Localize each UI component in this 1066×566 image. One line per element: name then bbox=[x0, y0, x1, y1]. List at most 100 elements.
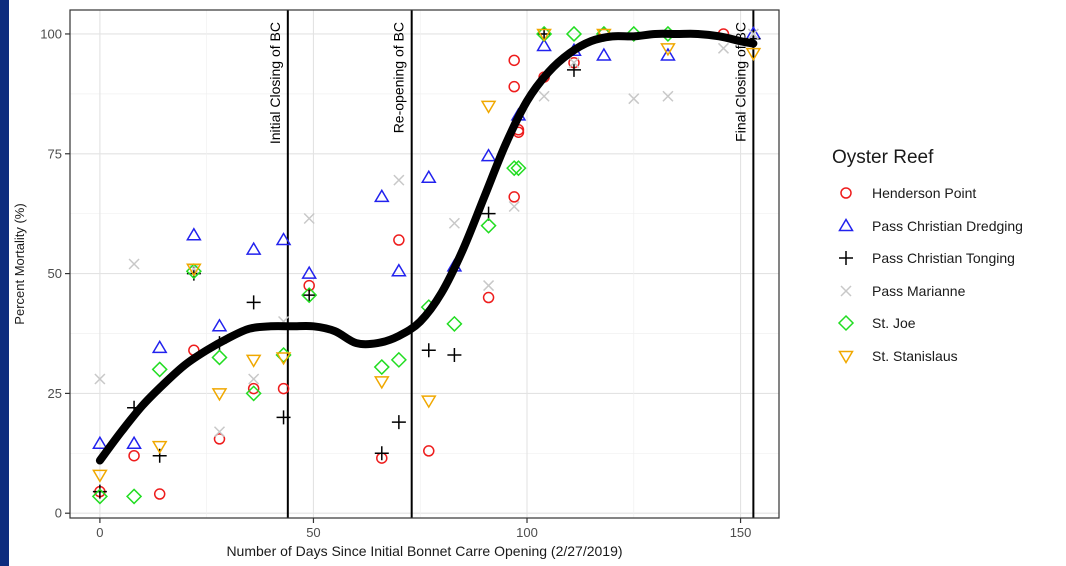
legend-marker bbox=[837, 315, 855, 332]
data-point bbox=[92, 469, 108, 483]
x-axis-label: Number of Days Since Initial Bonnet Carr… bbox=[226, 543, 622, 559]
data-point bbox=[211, 388, 228, 402]
data-point bbox=[186, 263, 202, 277]
y-tick-label: 100 bbox=[40, 26, 62, 41]
data-point bbox=[151, 440, 168, 455]
data-point bbox=[717, 42, 730, 54]
legend: Oyster Reef Henderson Point Pass Christia… bbox=[832, 147, 1062, 372]
smooth-curve bbox=[95, 29, 758, 465]
data-point bbox=[374, 446, 389, 461]
data-point bbox=[248, 373, 260, 385]
data-point bbox=[420, 169, 437, 183]
legend-key-circle-icon bbox=[840, 187, 852, 199]
data-point bbox=[508, 54, 520, 67]
data-point bbox=[303, 212, 315, 225]
data-point bbox=[126, 435, 142, 449]
legend-item: Pass Christian Dredging bbox=[832, 210, 1062, 243]
series-pass-marianne bbox=[94, 28, 759, 438]
data-point bbox=[128, 449, 140, 462]
data-point bbox=[538, 90, 550, 102]
data-point bbox=[508, 191, 520, 203]
data-point bbox=[247, 382, 260, 395]
data-point bbox=[483, 280, 495, 292]
legend-item: St. Joe bbox=[832, 307, 1062, 340]
data-point bbox=[420, 395, 437, 409]
plot-border bbox=[69, 9, 780, 519]
data-point bbox=[302, 288, 317, 303]
legend-label: Henderson Point bbox=[872, 185, 977, 202]
data-point bbox=[213, 426, 226, 438]
legend-label: Pass Christian Dredging bbox=[872, 217, 1023, 234]
data-point bbox=[660, 43, 676, 57]
data-point bbox=[126, 488, 143, 505]
data-point bbox=[423, 445, 435, 457]
data-point bbox=[211, 318, 228, 332]
x-tick-label: 150 bbox=[730, 525, 752, 540]
legend-label: Pass Marianne bbox=[872, 282, 966, 299]
left-accent-bar bbox=[0, 0, 9, 566]
data-point bbox=[275, 232, 292, 246]
data-point bbox=[510, 160, 527, 177]
data-point bbox=[745, 47, 762, 62]
reference-line-label: Final Closing of BC bbox=[732, 22, 748, 142]
y-tick-label: 0 bbox=[55, 506, 62, 521]
data-point bbox=[128, 258, 140, 270]
data-point bbox=[393, 174, 405, 186]
data-point bbox=[301, 287, 318, 304]
legend-item: Pass Marianne bbox=[832, 275, 1062, 308]
data-point bbox=[421, 343, 436, 358]
data-point bbox=[245, 385, 262, 402]
x-tick-label: 0 bbox=[96, 525, 103, 540]
data-point bbox=[508, 200, 520, 213]
data-point bbox=[153, 488, 166, 500]
plot-panel bbox=[70, 10, 779, 518]
data-point bbox=[660, 47, 676, 61]
data-point bbox=[246, 295, 261, 310]
x-tick-label: 50 bbox=[306, 525, 320, 540]
data-point bbox=[747, 28, 759, 40]
data-point bbox=[275, 352, 292, 366]
data-point bbox=[151, 361, 168, 378]
data-point bbox=[447, 348, 462, 363]
data-point bbox=[565, 25, 583, 43]
legend-key-triangle-down-icon bbox=[838, 350, 854, 364]
data-point bbox=[568, 57, 580, 69]
data-point bbox=[596, 47, 612, 61]
data-point bbox=[151, 339, 168, 354]
data-point bbox=[446, 315, 463, 332]
reference-line-label: Re-opening of BC bbox=[391, 22, 407, 133]
data-point bbox=[276, 410, 291, 425]
data-point bbox=[566, 62, 581, 77]
x-tick-label: 100 bbox=[516, 525, 538, 540]
legend-marker bbox=[838, 350, 854, 364]
data-point bbox=[480, 148, 497, 162]
data-point bbox=[480, 217, 497, 234]
data-point bbox=[536, 28, 552, 42]
legend-key-x-icon bbox=[840, 285, 852, 297]
data-point bbox=[373, 376, 390, 390]
data-point bbox=[188, 263, 200, 275]
data-point bbox=[186, 227, 202, 241]
data-point bbox=[391, 263, 407, 277]
data-point bbox=[301, 265, 317, 279]
data-point bbox=[390, 351, 407, 368]
data-point bbox=[373, 188, 390, 203]
legend-key-diamond-icon bbox=[837, 315, 855, 332]
data-point bbox=[94, 373, 106, 385]
data-point bbox=[92, 484, 107, 499]
data-point bbox=[373, 358, 390, 376]
data-point bbox=[482, 291, 495, 304]
data-point bbox=[245, 241, 262, 255]
y-tick-label: 75 bbox=[48, 146, 62, 161]
legend-key-plus-icon bbox=[839, 251, 853, 266]
legend-marker bbox=[840, 285, 852, 297]
data-point bbox=[211, 349, 228, 366]
y-tick-label: 50 bbox=[48, 266, 62, 281]
legend-marker bbox=[839, 251, 853, 266]
legend-key-triangle-up-icon bbox=[838, 217, 854, 231]
data-point bbox=[662, 90, 674, 102]
legend-label: St. Joe bbox=[872, 315, 916, 332]
data-point bbox=[506, 160, 523, 177]
data-point bbox=[448, 217, 460, 229]
legend-label: St. Stanislaus bbox=[872, 347, 958, 364]
